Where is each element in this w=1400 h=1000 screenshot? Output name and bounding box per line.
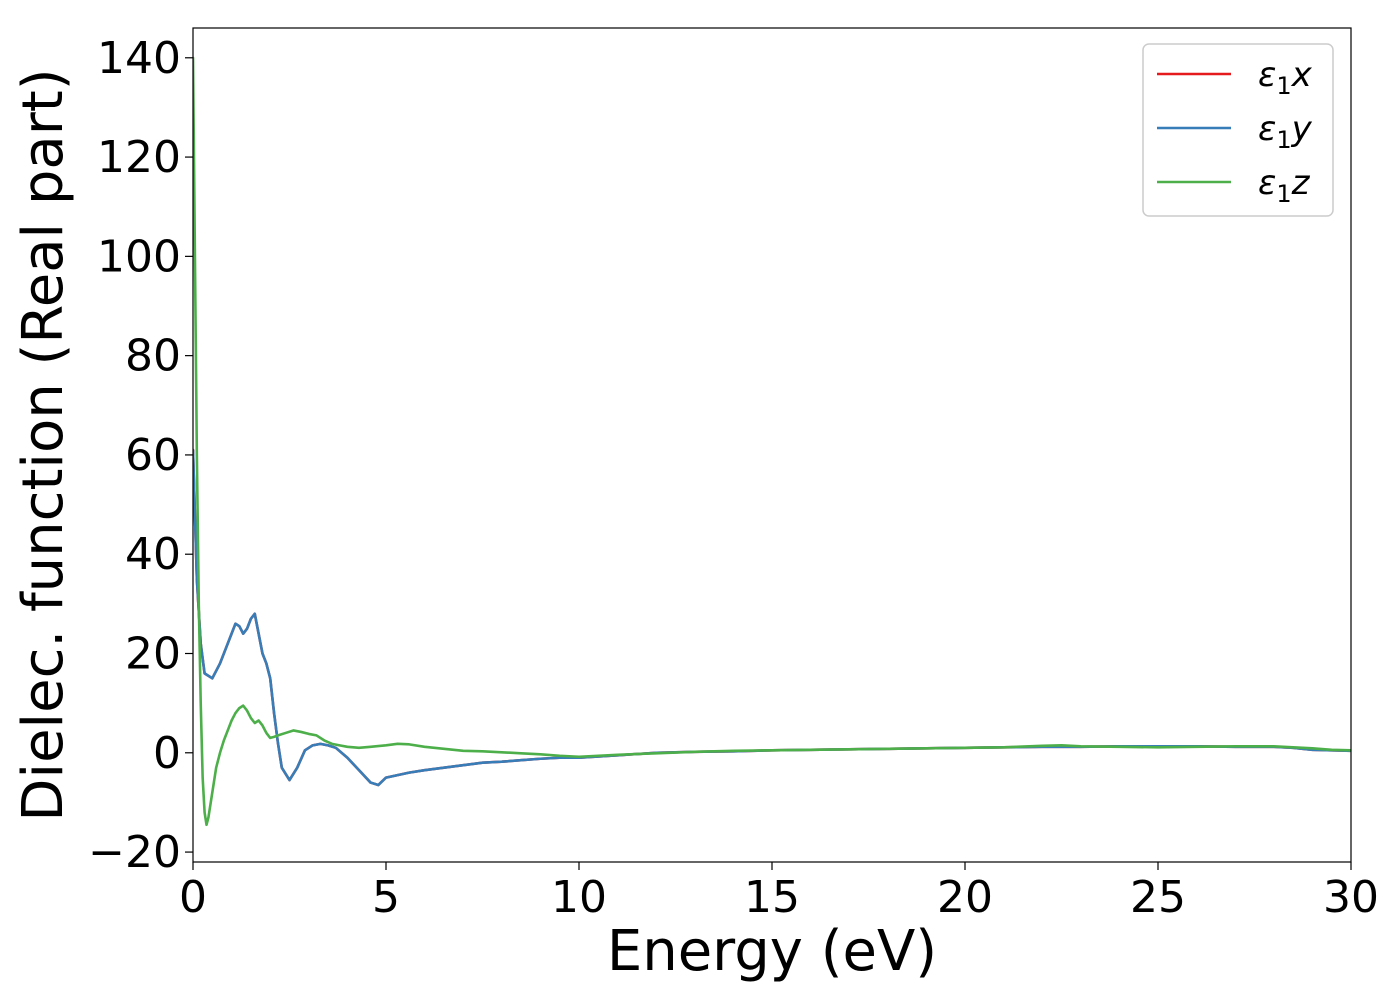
legend-subscript: 1	[1276, 180, 1291, 208]
x-tick-label: 10	[551, 872, 607, 923]
x-tick-label: 5	[372, 872, 400, 923]
legend-component: z	[1291, 163, 1311, 203]
x-tick-label: 20	[937, 872, 993, 923]
y-tick-label: 0	[153, 728, 181, 779]
legend-subscript: 1	[1276, 72, 1291, 100]
y-axis-title: Dielec. function (Real part)	[11, 68, 76, 821]
legend-component: x	[1291, 55, 1313, 95]
x-axis-title: Energy (eV)	[607, 919, 937, 984]
x-tick-label: 30	[1323, 872, 1379, 923]
legend-symbol: ε	[1258, 163, 1276, 203]
legend-box	[1142, 43, 1334, 217]
legend-symbol: ε	[1258, 109, 1276, 149]
y-tick-label: −20	[88, 827, 181, 878]
y-tick-label: 100	[97, 231, 181, 282]
legend-subscript: 1	[1276, 126, 1291, 154]
legend-label-z: ε1z	[1258, 163, 1311, 208]
x-tick-label: 15	[744, 872, 800, 923]
legend-component: y	[1291, 109, 1313, 149]
series-layer	[193, 56, 1351, 827]
y-axis-ticks: −20 0 20 40 60 80 100 120 140	[88, 33, 193, 878]
series-line-z	[193, 56, 1351, 827]
x-tick-label: 25	[1130, 872, 1186, 923]
legend-label-x: ε1x	[1258, 55, 1313, 100]
y-tick-label: 40	[125, 529, 181, 580]
y-tick-label: 80	[125, 331, 181, 382]
y-tick-label: 120	[97, 132, 181, 183]
legend-label-y: ε1y	[1258, 109, 1313, 154]
x-axis-ticks: 0 5 10 15 20 25 30	[179, 862, 1379, 923]
y-tick-label: 60	[125, 430, 181, 481]
y-tick-label: 20	[125, 629, 181, 680]
legend-symbol: ε	[1258, 55, 1276, 95]
x-tick-label: 0	[179, 872, 207, 923]
y-tick-label: 140	[97, 33, 181, 84]
